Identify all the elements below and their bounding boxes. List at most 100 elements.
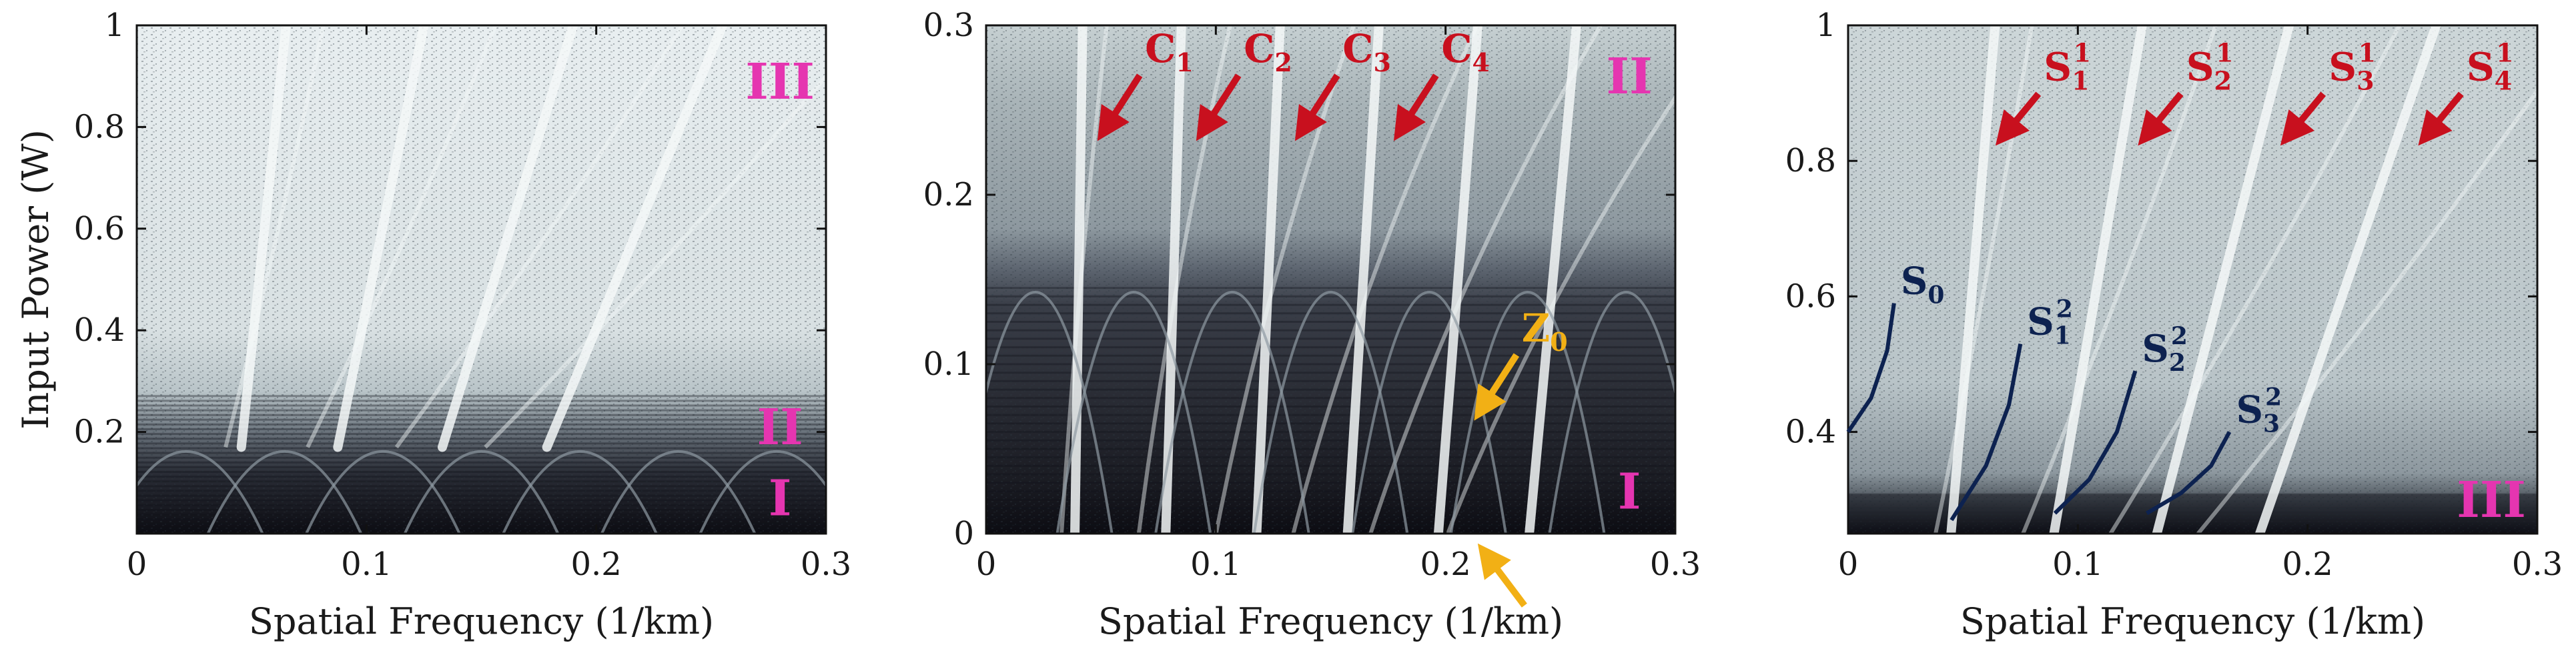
curve-subscript: 0 (1927, 281, 1944, 309)
crossing-arc (1449, 291, 1606, 534)
annotation-label: S41 (2467, 38, 2514, 96)
annotation-arrow (1393, 73, 1439, 141)
annotation-subscript: 3 (2356, 66, 2374, 96)
plot-area (137, 25, 826, 534)
axes-frame (1847, 24, 2539, 535)
curve-subscript: 1 (2054, 322, 2071, 350)
heatmap-noise (137, 25, 826, 534)
axes-frame (985, 24, 1677, 535)
curve-label: S32 (2236, 384, 2282, 438)
curve-superscript: 2 (2171, 322, 2188, 350)
annotation-arrow (1196, 73, 1242, 141)
y-tick-label: 0.8 (1785, 142, 1836, 179)
region-label: I (769, 470, 792, 528)
x-tick-label: 0.1 (341, 546, 392, 583)
spectral-stripe (1070, 25, 1088, 534)
spectral-stripe-faint (1214, 25, 1356, 534)
y-tick-label: 0.2 (923, 176, 974, 213)
crossing-arc (1154, 291, 1310, 534)
annotation-subscript: 4 (1472, 47, 1490, 77)
crossing-arc (502, 450, 658, 534)
y-tick-label: 0.8 (74, 108, 125, 145)
spectral-stripe (2049, 25, 2147, 534)
panel-input-power-high-range: 0 0.1 0.2 0.3 0.4 0.6 0.8 1 Spatial Frequency (1… (1785, 7, 2563, 642)
curve-superscript: 2 (2056, 295, 2073, 323)
annotation-superscript: 1 (2216, 38, 2233, 68)
annotation-subscript: 2 (1274, 47, 1292, 77)
annotation-label: S31 (2328, 38, 2376, 96)
x-axis-label: Spatial Frequency (1/km) (1098, 600, 1563, 642)
y-tick-label: 0.4 (74, 311, 125, 349)
spectral-stripe (333, 25, 429, 452)
x-tick-label: 0.2 (570, 546, 621, 583)
crossing-arc (137, 450, 264, 534)
y-tick-label: 0.3 (923, 7, 974, 44)
x-axis-label: Spatial Frequency (1/km) (1960, 600, 2425, 642)
annotation-arrow (1995, 91, 2042, 146)
annotation-superscript: 1 (2074, 38, 2091, 68)
x-tick-label: 0 (976, 546, 997, 583)
crossing-arc (1548, 291, 1675, 534)
spectral-stripe-faint (1136, 25, 1232, 534)
spectral-stripe-faint (484, 73, 826, 449)
fit-curve (1950, 343, 2023, 522)
x-tick-label: 0.3 (801, 546, 851, 583)
annotation-superscript: 1 (2358, 38, 2376, 68)
crossing-arc (600, 450, 757, 534)
curve-subscript: 3 (2263, 410, 2280, 438)
y-tick-label: 0.1 (923, 346, 974, 383)
x-tick-label: 0.3 (2512, 546, 2563, 583)
crossing-arc (699, 450, 826, 534)
x-tick-label: 0 (127, 546, 147, 583)
annotation-subscript: 4 (2495, 66, 2512, 96)
region-label: II (1607, 48, 1653, 105)
curve-superscript: 2 (2265, 384, 2282, 412)
annotation-arrow (1097, 73, 1143, 141)
spectral-stripe (2255, 25, 2441, 534)
fit-curve (2053, 370, 2138, 515)
y-axis-label: Input Power (W) (15, 129, 57, 430)
spectral-stripe (236, 25, 291, 452)
spectral-stripe (542, 25, 728, 452)
annotation-subscript: 3 (1373, 47, 1390, 77)
fit-curve (1846, 303, 1896, 434)
annotation-subscript: 2 (2214, 66, 2232, 96)
fit-curve (2146, 431, 2232, 516)
annotation-arrow (2418, 91, 2464, 146)
annotation-label: S21 (2186, 38, 2234, 96)
spectral-stripe-faint (224, 25, 326, 448)
annotation-label: S11 (2044, 38, 2091, 96)
axes-frame (135, 24, 827, 535)
curve-label: S12 (2027, 295, 2073, 350)
region-label: I (1618, 464, 1641, 521)
annotation-arrow (1294, 73, 1340, 141)
y-tick-label: 0.6 (1785, 277, 1836, 315)
spectral-stripe-faint (2108, 25, 2402, 534)
x-axis-label: Spatial Frequency (1/km) (249, 600, 714, 642)
annotation-arrow (2280, 91, 2326, 146)
y-tick-label: 0.4 (1785, 414, 1836, 451)
crossing-arc (1252, 291, 1409, 534)
y-tick-label: 0.2 (74, 414, 125, 451)
curve-subscript: 2 (2169, 349, 2186, 377)
crossing-arc (1055, 291, 1212, 534)
annotation-subscript: 1 (1176, 47, 1193, 77)
x-tick-label: 0.1 (1190, 546, 1241, 583)
spectral-stripe-faint (2196, 87, 2537, 534)
crossing-arc (206, 450, 362, 534)
region-label: III (2457, 472, 2526, 529)
x-tick-label: 0.2 (1420, 546, 1470, 583)
panel-input-power-full-range: 0 0.1 0.2 0.3 0.2 0.4 0.6 0.8 1 Spatial Frequency… (15, 7, 851, 642)
spectral-stripe-faint (1291, 25, 1479, 534)
y-tick-label: 1 (104, 7, 125, 44)
annotation-subscript: 0 (1550, 327, 1567, 357)
x-tick-label: 0 (1838, 546, 1859, 583)
spectral-stripe (1342, 25, 1384, 534)
curve-label: S22 (2142, 322, 2188, 377)
plot-area (1848, 25, 2537, 534)
annotation-arrow (1477, 543, 1527, 608)
y-tick-label: 1 (1815, 7, 1836, 44)
spectral-stripe-faint (1934, 25, 2034, 534)
spectral-stripe (1525, 25, 1581, 534)
